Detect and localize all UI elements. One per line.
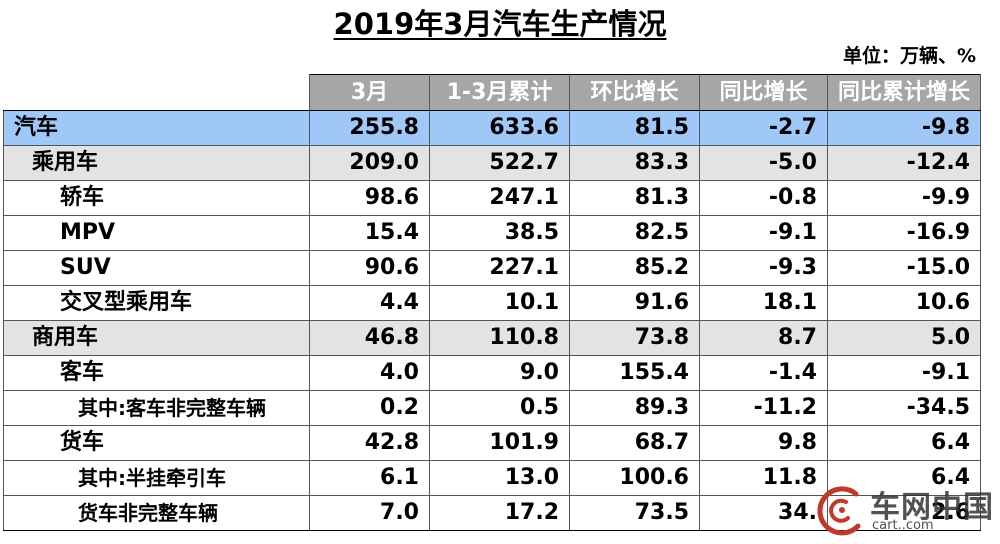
table-row: 交叉型乘用车 4.4 10.1 91.6 18.1 10.6 [3, 285, 982, 321]
row-value-cell: -9.1 [826, 355, 982, 391]
row-label: 交叉型乘用车 [3, 285, 310, 321]
production-table: 3月 1-3月累计 环比增长 同比增长 同比累计增长 汽车 255.8 633.6 8… [3, 74, 982, 531]
row-value-cell: -16.9 [826, 215, 982, 251]
row-value-cell: 0.2 [309, 390, 430, 426]
table-row: 商用车 46.8 110.8 73.8 8.7 5.0 [3, 320, 982, 356]
page-title: 2019年3月汽车生产情况 [0, 4, 1000, 44]
row-value-cell: -9.8 [826, 110, 982, 146]
row-value-cell: 155.4 [569, 355, 700, 391]
row-value-cell: 81.3 [569, 180, 700, 216]
row-value-cell: 110.8 [429, 320, 570, 356]
table-row: 其中:客车非完整车辆 0.2 0.5 89.3 -11.2 -34.5 [3, 390, 982, 426]
header-cumulative: 1-3月累计 [429, 74, 570, 111]
table-row: 乘用车 209.0 522.7 83.3 -5.0 -12.4 [3, 145, 982, 181]
row-value-cell: 10.1 [429, 285, 570, 321]
row-label: 其中:客车非完整车辆 [3, 390, 310, 426]
row-value-cell: 18.1 [699, 285, 828, 321]
row-value-cell: 85.2 [569, 250, 700, 286]
row-value-cell: -9.3 [699, 250, 828, 286]
row-value-cell: 5.0 [826, 320, 982, 356]
row-value-cell: -2.7 [699, 110, 828, 146]
row-value-cell: 17.2 [429, 495, 570, 531]
row-value-cell: 8.7 [699, 320, 828, 356]
header-month: 3月 [309, 74, 430, 111]
row-value-cell: 9.8 [699, 425, 828, 461]
row-label: SUV [3, 250, 310, 286]
header-yoy-cumulative: 同比累计增长 [826, 74, 982, 111]
row-value-cell: 15.4 [309, 215, 430, 251]
row-value-cell: 42.8 [309, 425, 430, 461]
header-mom: 环比增长 [569, 74, 700, 111]
row-value-cell: 100.6 [569, 460, 700, 496]
row-value-cell: 11.8 [699, 460, 828, 496]
row-label: 汽车 [3, 110, 310, 146]
row-value-cell: 68.7 [569, 425, 700, 461]
table-row: 轿车 98.6 247.1 81.3 -0.8 -9.9 [3, 180, 982, 216]
table-row: MPV 15.4 38.5 82.5 -9.1 -16.9 [3, 215, 982, 251]
row-value-cell: -15.0 [826, 250, 982, 286]
title-text: 2019年3月汽车生产情况 [333, 7, 667, 41]
row-value-cell: -9.1 [699, 215, 828, 251]
header-blank [3, 74, 310, 111]
row-value-cell: 227.1 [429, 250, 570, 286]
row-value-cell: 101.9 [429, 425, 570, 461]
row-value-cell: -34.5 [826, 390, 982, 426]
row-label: 乘用车 [3, 145, 310, 181]
row-value-cell: 209.0 [309, 145, 430, 181]
row-value-cell: -9.9 [826, 180, 982, 216]
table-row: 货车非完整车辆 7.0 17.2 73.5 34. 2.6 [3, 495, 982, 531]
header-yoy: 同比增长 [699, 74, 828, 111]
row-label: 商用车 [3, 320, 310, 356]
table-row: 汽车 255.8 633.6 81.5 -2.7 -9.8 [3, 110, 982, 146]
row-value-cell: 7.0 [309, 495, 430, 531]
table-row: 其中:半挂牵引车 6.1 13.0 100.6 11.8 6.4 [3, 460, 982, 496]
row-value-cell: -1.4 [699, 355, 828, 391]
row-value-cell: 73.8 [569, 320, 700, 356]
row-label: 其中:半挂牵引车 [3, 460, 310, 496]
row-value-cell: 6.4 [826, 460, 982, 496]
row-value-cell: 13.0 [429, 460, 570, 496]
row-value-cell: 73.5 [569, 495, 700, 531]
row-value-cell: 10.6 [826, 285, 982, 321]
row-value-cell: 4.0 [309, 355, 430, 391]
row-label: 客车 [3, 355, 310, 391]
row-value-cell: 98.6 [309, 180, 430, 216]
row-value-cell: 34. [699, 495, 828, 531]
row-value-cell: 46.8 [309, 320, 430, 356]
row-value-cell: 4.4 [309, 285, 430, 321]
row-value-cell: 82.5 [569, 215, 700, 251]
row-value-cell: 38.5 [429, 215, 570, 251]
row-value-cell: 522.7 [429, 145, 570, 181]
row-value-cell: 633.6 [429, 110, 570, 146]
row-value-cell: 9.0 [429, 355, 570, 391]
row-value-cell: 91.6 [569, 285, 700, 321]
row-label: 轿车 [3, 180, 310, 216]
row-value-cell: 90.6 [309, 250, 430, 286]
row-value-cell: 83.3 [569, 145, 700, 181]
row-value-cell: -0.8 [699, 180, 828, 216]
row-value-cell: 6.4 [826, 425, 982, 461]
row-value-cell: 6.1 [309, 460, 430, 496]
row-value-cell: -12.4 [826, 145, 982, 181]
row-value-cell: -5.0 [699, 145, 828, 181]
row-value-cell: 255.8 [309, 110, 430, 146]
table-row: SUV 90.6 227.1 85.2 -9.3 -15.0 [3, 250, 982, 286]
row-label: 货车非完整车辆 [3, 495, 310, 531]
row-label: MPV [3, 215, 310, 251]
table-body: 汽车 255.8 633.6 81.5 -2.7 -9.8 乘用车 209.0 522.7 83.… [3, 110, 982, 531]
row-value-cell: 0.5 [429, 390, 570, 426]
table-row: 客车 4.0 9.0 155.4 -1.4 -9.1 [3, 355, 982, 391]
row-label: 货车 [3, 425, 310, 461]
table-row: 货车 42.8 101.9 68.7 9.8 6.4 [3, 425, 982, 461]
row-value-cell: 247.1 [429, 180, 570, 216]
row-value-cell: 2.6 [826, 495, 982, 531]
unit-note: 单位：万辆、% [842, 45, 976, 67]
row-value-cell: -11.2 [699, 390, 828, 426]
row-value-cell: 89.3 [569, 390, 700, 426]
table-header-row: 3月 1-3月累计 环比增长 同比增长 同比累计增长 [3, 74, 982, 111]
row-value-cell: 81.5 [569, 110, 700, 146]
